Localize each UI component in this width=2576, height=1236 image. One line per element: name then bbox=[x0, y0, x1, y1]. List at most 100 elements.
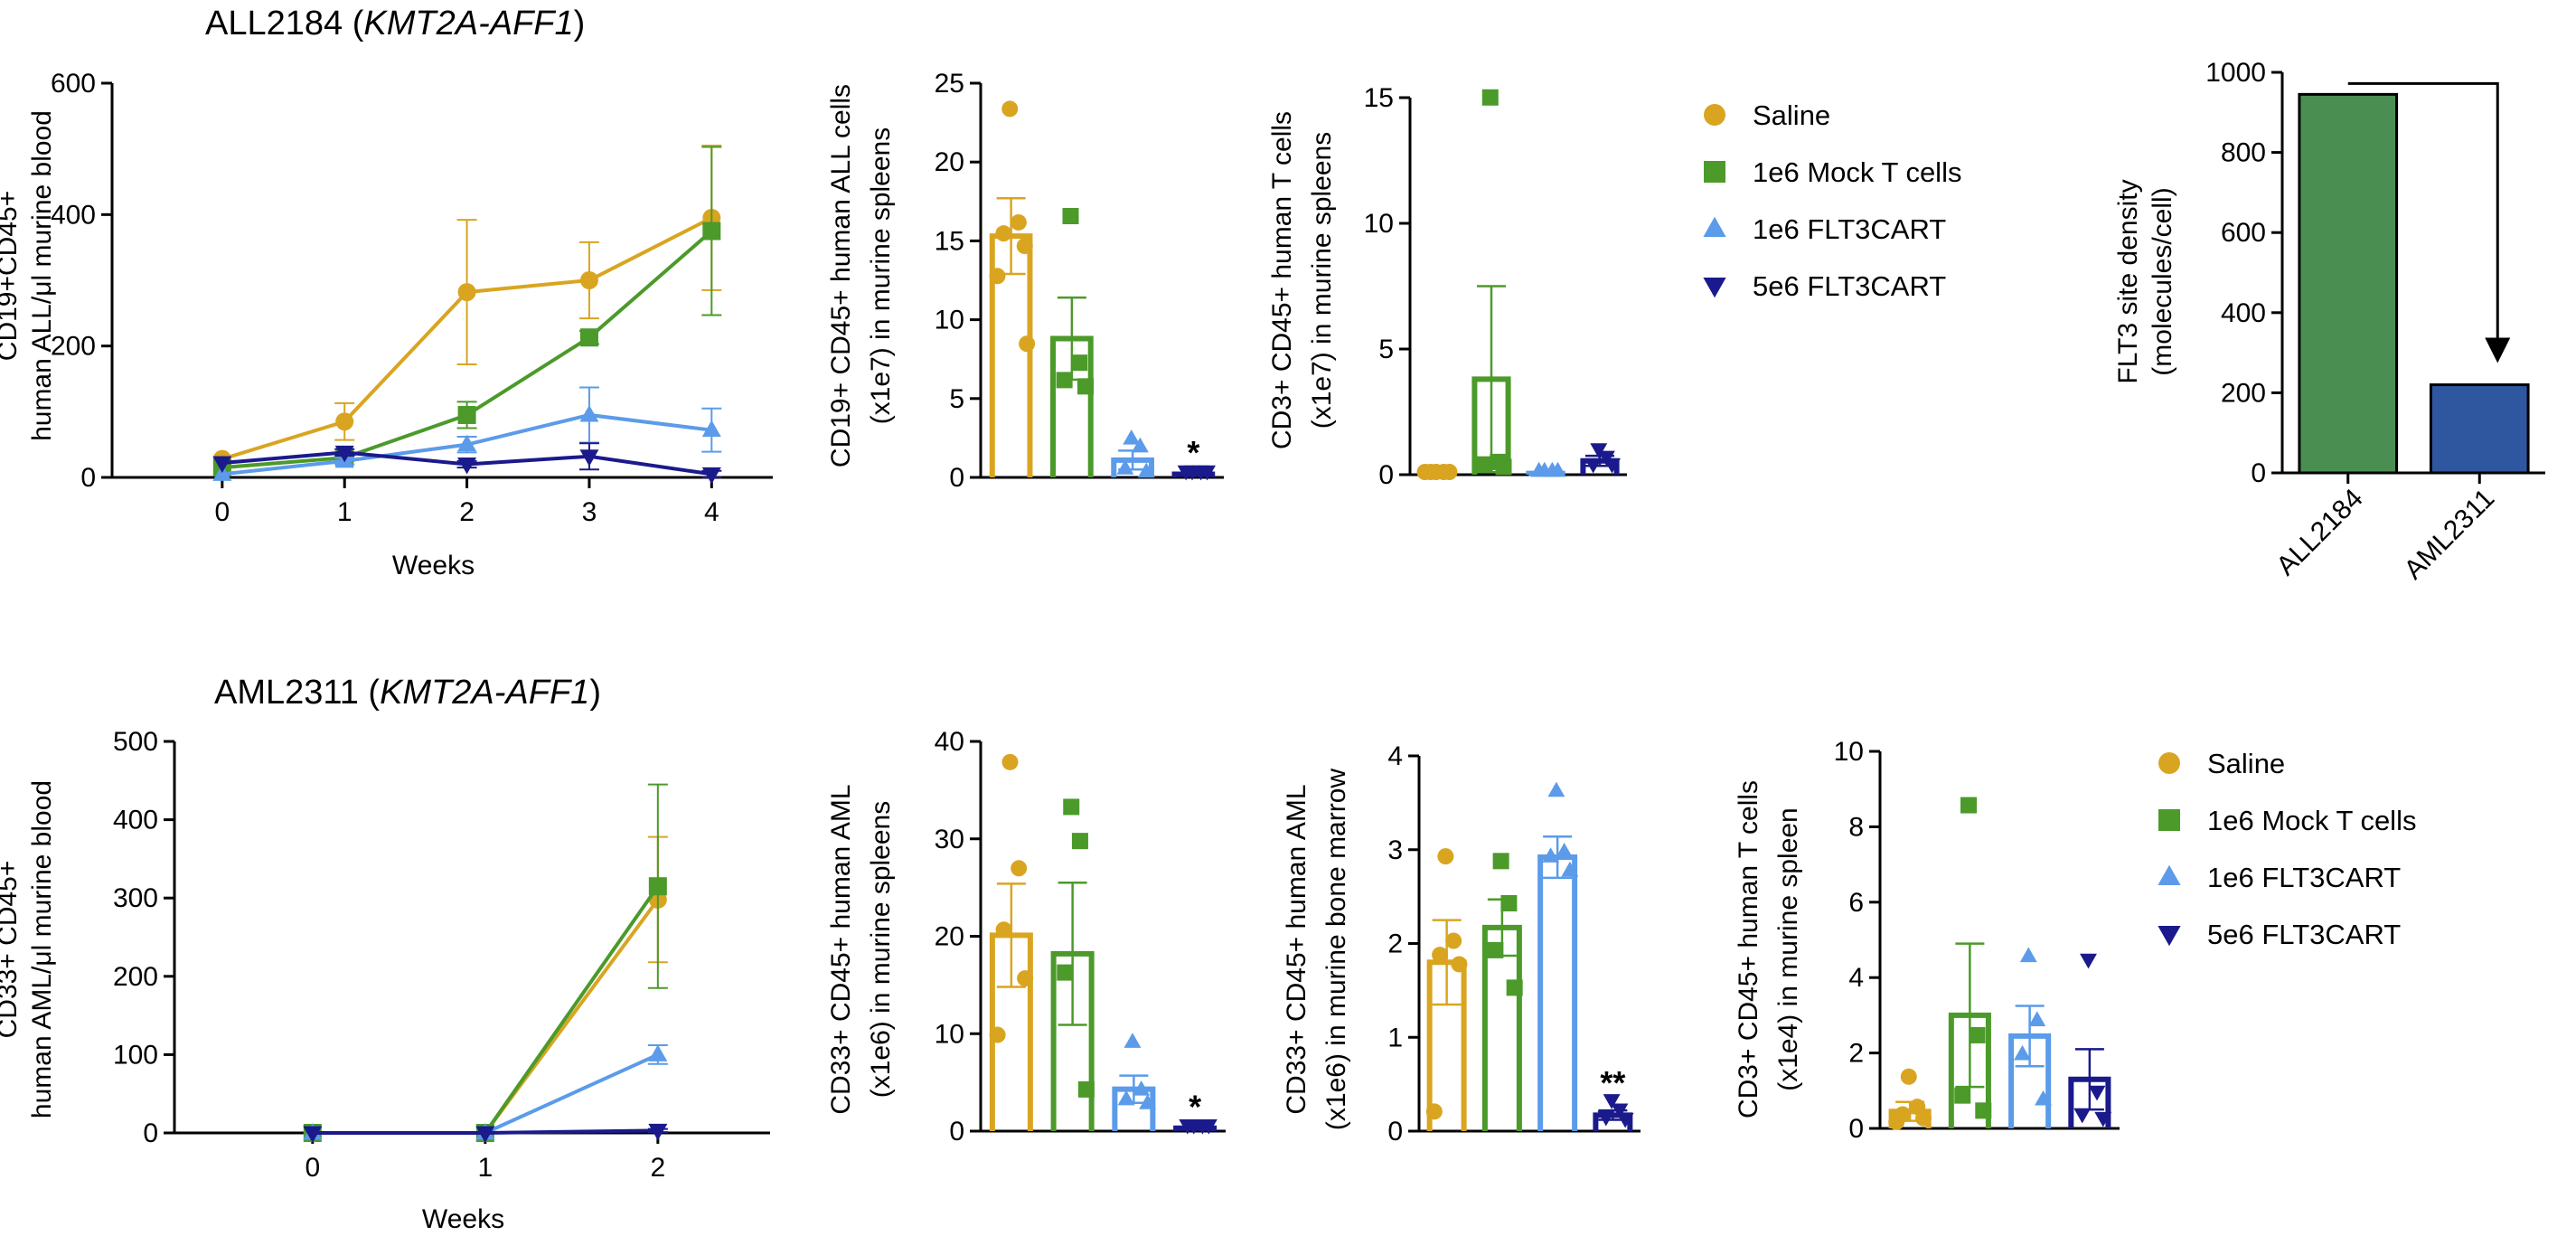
y-axis-label: CD19+CD45+ bbox=[0, 191, 23, 361]
x-tick-label: 3 bbox=[582, 497, 597, 527]
all-cd19-panel: 0 5 10 15 20 25 CD19+ CD45+ human ALL cells (x1… bbox=[826, 69, 1224, 493]
bar-group-flt5e6 bbox=[1593, 1094, 1634, 1131]
triangle-up-marker bbox=[1131, 437, 1149, 453]
triangle-down-marker bbox=[475, 1126, 495, 1143]
series-flt5e6 bbox=[212, 442, 722, 485]
bar-group-flt1e6 bbox=[1537, 781, 1579, 1131]
square-marker bbox=[1476, 456, 1493, 473]
chart-title-gene: KMT2A-AFF1 bbox=[363, 5, 573, 42]
square-marker bbox=[1487, 941, 1504, 958]
bar-group-flt5e6 bbox=[1171, 465, 1216, 481]
circle-marker bbox=[1915, 1109, 1932, 1127]
y-tick-label: 2 bbox=[1848, 1039, 1864, 1069]
x-tick-label: 1 bbox=[337, 497, 353, 527]
y-tick-label: 1000 bbox=[2205, 58, 2266, 88]
triangle-up-marker bbox=[1703, 216, 1726, 237]
circle-marker bbox=[1425, 1103, 1443, 1120]
square-marker bbox=[1495, 458, 1512, 476]
legend-item-mock: 1e6 Mock T cells bbox=[1704, 156, 1961, 188]
y-tick-label: 2 bbox=[1387, 929, 1403, 959]
circle-marker bbox=[1001, 753, 1019, 770]
y-tick-label: 0 bbox=[949, 1117, 964, 1146]
triangle-up-marker bbox=[1556, 843, 1574, 858]
aml-spleen-panel: 0 10 20 30 40 CD33+ CD45+ human AML (x1e6) in … bbox=[826, 727, 1226, 1146]
chart-title: AML2311 (KMT2A-AFF1) bbox=[214, 674, 601, 712]
y-tick-label: 400 bbox=[51, 200, 96, 230]
arrow-head bbox=[2485, 337, 2511, 363]
y-tick-label: 200 bbox=[113, 962, 158, 992]
y-tick-label: 600 bbox=[51, 69, 96, 99]
legend-item-flt1e6: 1e6 FLT3CART bbox=[1703, 213, 1946, 245]
square-marker bbox=[1500, 895, 1518, 911]
x-tick-label: AML2311 bbox=[2399, 484, 2501, 586]
triangle-up-marker bbox=[1530, 461, 1548, 477]
y-axis-label: (x1e6) in murine bone marrow bbox=[1321, 769, 1351, 1131]
arrow-line bbox=[2347, 81, 2499, 340]
y-tick-label: 0 bbox=[2251, 458, 2266, 488]
circle-marker bbox=[1416, 464, 1434, 480]
square-marker bbox=[1704, 161, 1725, 183]
y-tick-label: 200 bbox=[51, 332, 96, 362]
triangle-down-marker bbox=[1199, 1119, 1217, 1135]
circle-marker bbox=[1019, 335, 1036, 353]
square-marker bbox=[1056, 372, 1073, 389]
square-marker bbox=[1506, 979, 1523, 996]
flt3-density-panel: 0 200 400 600 800 1000 FLT3 site density (molec… bbox=[2113, 58, 2545, 585]
square-marker bbox=[457, 405, 476, 424]
square-marker bbox=[1975, 1102, 1992, 1119]
triangle-down-marker bbox=[457, 457, 477, 475]
square-marker bbox=[1057, 964, 1074, 981]
triangle-up-marker bbox=[1137, 462, 1155, 478]
y-tick-label: 0 bbox=[80, 463, 96, 493]
x-axis-label: Weeks bbox=[392, 551, 475, 580]
legend-item-mock: 1e6 Mock T cells bbox=[2158, 805, 2416, 836]
y-tick-label: 300 bbox=[113, 883, 158, 913]
bar bbox=[2429, 383, 2530, 475]
bar-group-saline bbox=[1416, 464, 1458, 480]
square-marker bbox=[579, 328, 598, 347]
y-tick-label: 0 bbox=[143, 1118, 158, 1148]
circle-marker bbox=[457, 283, 476, 302]
y-tick-label: 5 bbox=[949, 384, 964, 414]
y-tick-label: 4 bbox=[1387, 741, 1403, 771]
aml-cd3-panel: 0 2 4 6 8 10 CD3+ CD45+ human T cells (x1e4) in… bbox=[1734, 737, 2120, 1144]
triangle-up-marker bbox=[1133, 1080, 1151, 1096]
triangle-up-marker bbox=[2019, 947, 2037, 963]
chart-title-gene: KMT2A-AFF1 bbox=[380, 674, 589, 712]
bar-group-mock bbox=[1050, 207, 1095, 477]
square-marker bbox=[1481, 89, 1499, 106]
y-tick-label: 10 bbox=[935, 306, 964, 335]
y-tick-label: 0 bbox=[949, 463, 964, 493]
circle-marker bbox=[579, 271, 598, 289]
triangle-down-marker bbox=[2094, 1111, 2112, 1127]
triangle-up-marker bbox=[1123, 1033, 1142, 1048]
triangle-up-marker bbox=[1547, 781, 1565, 797]
triangle-down-marker bbox=[701, 467, 721, 485]
legend-label: 1e6 FLT3CART bbox=[2207, 862, 2401, 893]
circle-marker bbox=[1441, 464, 1458, 480]
y-tick-label: 8 bbox=[1848, 812, 1864, 842]
series-saline bbox=[212, 145, 722, 468]
triangle-up-marker bbox=[579, 404, 599, 422]
circle-marker bbox=[989, 1026, 1006, 1043]
y-axis-label: (molecules/cell) bbox=[2148, 187, 2177, 375]
circle-marker bbox=[1704, 104, 1725, 126]
triangle-down-marker bbox=[303, 1126, 323, 1143]
aml-line-panel: AML2311 (KMT2A-AFF1) 0 100 200 300 400 500 0 1 2 W… bbox=[0, 674, 770, 1234]
chart-title-text: AML2311 ( bbox=[214, 674, 380, 712]
chart-title: ALL2184 (KMT2A-AFF1) bbox=[205, 5, 585, 42]
triangle-down-marker bbox=[334, 445, 354, 463]
square-marker bbox=[1077, 378, 1095, 395]
triangle-up-marker bbox=[2158, 864, 2181, 885]
triangle-down-marker bbox=[1177, 465, 1195, 481]
legend-label: 1e6 Mock T cells bbox=[2207, 805, 2416, 836]
chart-title-close: ) bbox=[574, 5, 586, 42]
y-axis-label: human AML/μl murine blood bbox=[27, 780, 57, 1118]
y-tick-label: 400 bbox=[113, 806, 158, 835]
triangle-down-marker bbox=[1199, 465, 1216, 481]
circle-marker bbox=[1016, 238, 1033, 255]
triangle-up-marker bbox=[1116, 459, 1134, 475]
y-axis-label: CD33+ CD45+ bbox=[0, 861, 23, 1039]
